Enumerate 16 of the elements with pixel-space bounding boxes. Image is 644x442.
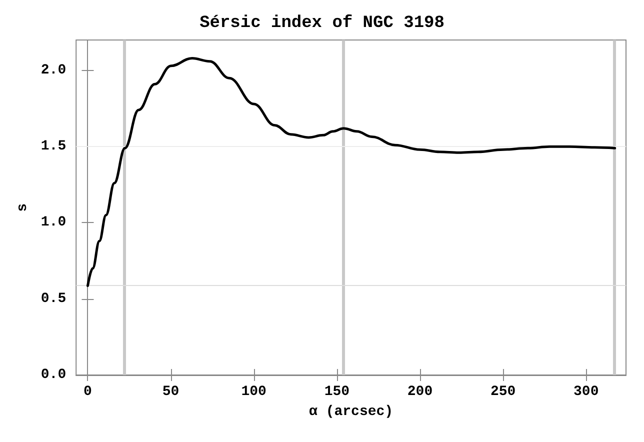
y-tick-label: 0.0 xyxy=(40,367,66,383)
x-tick-label: 0 xyxy=(84,384,92,400)
y-tick-label: 1.0 xyxy=(40,214,66,231)
x-tick-label: 50 xyxy=(162,384,180,400)
chart-title: Sérsic index of NGC 3198 xyxy=(200,14,444,33)
y-tick-label: 1.5 xyxy=(40,138,66,155)
x-axis-title: α (arcsec) xyxy=(309,404,394,420)
y-axis-title: s xyxy=(15,203,31,212)
x-tick-label: 150 xyxy=(324,384,350,400)
x-tick-label: 250 xyxy=(490,384,516,400)
y-tick-label: 0.5 xyxy=(40,290,66,307)
x-tick-label: 200 xyxy=(407,384,433,400)
x-tick-label: 300 xyxy=(574,384,599,400)
line-series xyxy=(86,57,616,288)
x-tick-label: 100 xyxy=(241,384,266,400)
y-tick-label: 2.0 xyxy=(40,62,66,78)
